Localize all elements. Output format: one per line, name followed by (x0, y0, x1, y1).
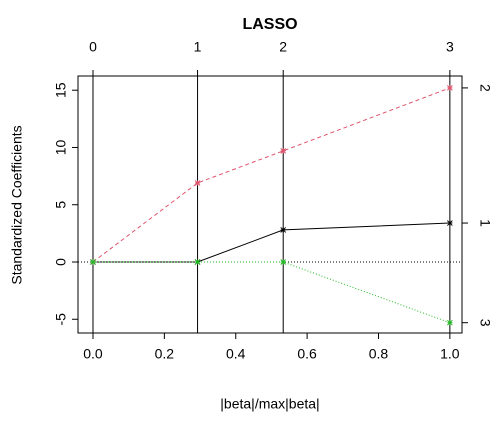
x-tick-label: 1.0 (440, 346, 460, 362)
y-axis-label: Standardized Coefficients (9, 125, 25, 284)
point-marker (194, 180, 201, 186)
x-axis-label: |beta|/max|beta| (220, 396, 319, 412)
y-tick-label: 5 (53, 201, 69, 209)
point-marker (280, 227, 287, 233)
y-tick-label: 15 (53, 82, 69, 98)
x-tick-label: 0.0 (83, 346, 103, 362)
chart-title: LASSO (242, 16, 297, 33)
top-tick-label: 3 (446, 39, 454, 55)
x-tick-label: 0.2 (155, 346, 175, 362)
right-tick-label: 2 (477, 84, 493, 92)
series-line (92, 222, 450, 263)
x-tick-label: 0.6 (297, 346, 317, 362)
point-marker (447, 319, 453, 326)
series-line (92, 261, 451, 324)
y-tick-label: -5 (53, 313, 69, 326)
right-tick-label: 3 (477, 319, 493, 327)
x-tick-label: 0.4 (226, 346, 246, 362)
top-tick-label: 0 (89, 39, 97, 55)
y-tick-label: 10 (53, 139, 69, 155)
point-marker (90, 259, 96, 265)
point-marker (194, 259, 201, 265)
point-marker (280, 259, 287, 265)
top-tick-label: 1 (194, 39, 202, 55)
series-line (92, 87, 451, 263)
top-tick-label: 2 (279, 39, 287, 55)
x-tick-label: 0.8 (369, 346, 389, 362)
point-marker (447, 85, 453, 91)
right-tick-label: 1 (477, 219, 493, 227)
point-marker (280, 148, 287, 154)
plot-frame (77, 75, 463, 334)
point-marker (447, 220, 453, 226)
y-tick-label: 0 (53, 258, 69, 266)
